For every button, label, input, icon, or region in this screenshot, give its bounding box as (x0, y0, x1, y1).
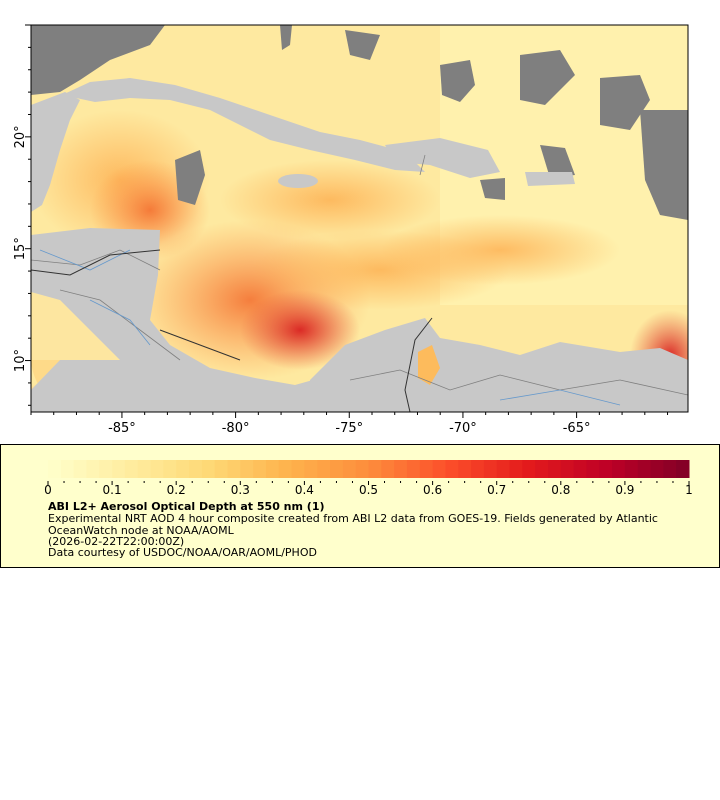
colorbar-segment (227, 460, 241, 478)
legend-time: (2026-02-22T22:00:00Z) (48, 535, 185, 548)
colorbar-tick-label: 0.3 (231, 483, 250, 497)
colorbar-segment (201, 460, 216, 478)
colorbar-segment (547, 460, 562, 478)
colorbar-segment (150, 460, 164, 478)
colorbar-segment (189, 460, 203, 478)
colorbar-tick-label: 0.1 (103, 483, 122, 497)
x-tick-label: -85° (108, 421, 136, 436)
jamaica (278, 174, 318, 188)
colorbar-segment (445, 460, 459, 478)
colorbar-segment (240, 460, 254, 478)
colorbar-segment (278, 460, 293, 478)
colorbar-segment (265, 460, 280, 478)
cuba (62, 78, 425, 172)
y-tick-label: 15° (13, 237, 28, 260)
colorbar-segment (73, 460, 87, 478)
colorbar-tick-label: 0 (44, 483, 52, 497)
colorbar-segment (124, 460, 139, 478)
yucatan (31, 92, 80, 212)
colorbar-tick-label: 0.4 (295, 483, 314, 497)
colorbar-segment (394, 460, 408, 478)
land (31, 78, 688, 412)
hispaniola (385, 138, 500, 178)
colorbar-segment (496, 460, 511, 478)
x-tick-label: -70° (449, 421, 477, 436)
colorbar-segment (176, 460, 190, 478)
colorbar-segment (522, 460, 536, 478)
colorbar-segment (317, 460, 331, 478)
colorbar-tick-label: 0.6 (423, 483, 442, 497)
legend-panel: 0 0.1 0.2 0.3 0.4 0.5 0.6 0.7 0.8 0.9 1 ABI L2+ Ae… (0, 444, 720, 568)
colorbar-segment (471, 460, 485, 478)
colorbar-segment (419, 460, 434, 478)
colorbar-segment (381, 460, 395, 478)
x-tick-label: -75° (335, 421, 363, 436)
colorbar-segment (676, 460, 690, 478)
colorbar-segment (458, 460, 472, 478)
colorbar-tick-label: 0.5 (359, 483, 378, 497)
colorbar-segment (304, 460, 318, 478)
colorbar-segment (99, 460, 113, 478)
x-tick-label: -65° (563, 421, 591, 436)
colorbar-segment (253, 460, 267, 478)
colorbar-segment (48, 460, 62, 478)
colorbar-segment (330, 460, 344, 478)
legend-description: Experimental NRT AOD 4 hour composite cr… (48, 512, 658, 537)
puerto-rico (525, 172, 575, 186)
colorbar-segment (406, 460, 421, 478)
colorbar-tick-label: 0.8 (551, 483, 570, 497)
colorbar-tick-label: 0.9 (615, 483, 634, 497)
x-tick-label: -80° (222, 421, 250, 436)
colorbar-segment (60, 460, 75, 478)
central-america (31, 228, 330, 412)
colorbar-segment (663, 460, 677, 478)
colorbar-segment (573, 460, 587, 478)
colorbar-segment (535, 460, 549, 478)
colorbar-segment (86, 460, 100, 478)
map-axes: -85° -80° -75° -70° -65° 20° 15° 10° (13, 24, 669, 436)
colorbar-segment (483, 460, 498, 478)
colorbar-segment (137, 460, 152, 478)
national-borders (31, 249, 433, 412)
colorbar-segment (342, 460, 357, 478)
colorbar-segment (586, 460, 600, 478)
map-plot-area (31, 25, 688, 412)
colorbar-segment (368, 460, 382, 478)
colorbar-segment (624, 460, 639, 478)
map-frame (30, 24, 689, 413)
colorbar-segment (291, 460, 305, 478)
colorbar-segment (355, 460, 369, 478)
colorbar-segment (112, 460, 126, 478)
colorbar-segment (163, 460, 177, 478)
colorbar-segment (637, 460, 652, 478)
colorbar-segment (650, 460, 664, 478)
colorbar-segment (599, 460, 613, 478)
legend-title: ABI L2+ Aerosol Optical Depth at 550 nm … (48, 500, 325, 513)
colorbar-segment (612, 460, 626, 478)
y-tick-label: 10° (13, 349, 28, 372)
colorbar-segment (560, 460, 575, 478)
y-tick-label: 20° (13, 125, 28, 148)
colorbar-segment (214, 460, 228, 478)
legend-credit: Data courtesy of USDOC/NOAA/OAR/AOML/PHO… (48, 546, 317, 559)
aod-map: -85° -80° -75° -70° -65° 20° 15° 10° (13, 24, 689, 436)
colorbar-tick-label: 0.2 (167, 483, 186, 497)
rivers (39, 249, 621, 406)
colorbar-segment (509, 460, 523, 478)
colorbar-tick-label: 0.7 (487, 483, 506, 497)
colorbar-segment (432, 460, 446, 478)
colorbar-tick-label: 1 (685, 483, 693, 497)
south-america (310, 318, 688, 412)
colorbar: 0 0.1 0.2 0.3 0.4 0.5 0.6 0.7 0.8 0.9 1 (44, 460, 693, 497)
